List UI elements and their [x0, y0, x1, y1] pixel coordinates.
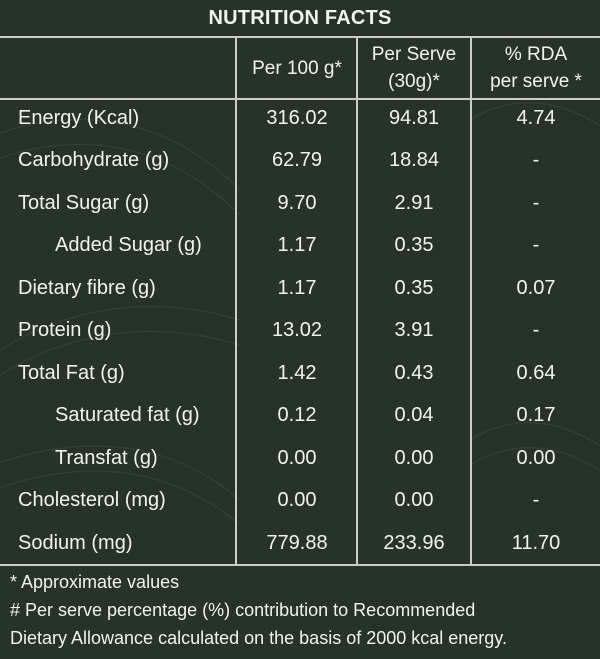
- value-rda: -: [532, 318, 540, 341]
- header-rda-line1: % RDA: [504, 44, 568, 65]
- value-per-serve: 0.04: [394, 403, 434, 426]
- column-divider: [356, 36, 358, 566]
- header-per-serve-line2: (30g)*: [388, 71, 440, 92]
- nutrient-row: Transfat (g) 0.00 0.00 0.00: [0, 437, 600, 479]
- nutrient-row: Added Sugar (g) 1.17 0.35 -: [0, 224, 600, 266]
- value-rda: -: [532, 148, 540, 171]
- footnote-rda-line2: Dietary Allowance calculated on the basi…: [10, 628, 507, 648]
- panel-title: NUTRITION FACTS: [0, 0, 600, 38]
- nutrient-name: Protein (g): [18, 318, 112, 341]
- header-rda-line2: per serve *: [490, 71, 582, 92]
- value-rda: 0.07: [516, 276, 556, 299]
- value-per-serve: 0.00: [394, 446, 434, 469]
- footnotes: * Approximate values # Per serve percent…: [10, 568, 595, 652]
- header-per-100g: Per 100 g*: [238, 38, 356, 98]
- value-rda: 0.00: [516, 446, 556, 469]
- nutrient-row: Sodium (mg) 779.88 233.96 11.70: [0, 522, 600, 564]
- value-per-serve: 18.84: [388, 148, 440, 171]
- value-per-100g: 9.70: [277, 191, 317, 214]
- footnote-approximate: * Approximate values: [10, 572, 180, 592]
- nutrient-name: Total Fat (g): [18, 361, 125, 384]
- nutrient-row: Dietary fibre (g) 1.17 0.35 0.07: [0, 267, 600, 309]
- value-per-100g: 0.12: [277, 403, 317, 426]
- nutrient-row: Carbohydrate (g) 62.79 18.84 -: [0, 139, 600, 181]
- value-per-100g: 62.79: [271, 148, 323, 171]
- nutrient-name: Cholesterol (mg): [18, 488, 166, 511]
- value-per-100g: 1.17: [277, 233, 317, 256]
- value-rda: 0.64: [516, 361, 556, 384]
- value-per-serve: 3.91: [394, 318, 434, 341]
- nutrient-name: Dietary fibre (g): [18, 276, 156, 299]
- nutrient-row: Saturated fat (g) 0.12 0.04 0.17: [0, 394, 600, 436]
- value-rda: -: [532, 488, 540, 511]
- nutrient-name: Energy (Kcal): [18, 106, 140, 129]
- value-rda: 4.74: [516, 106, 556, 129]
- value-per-serve: 0.43: [394, 361, 434, 384]
- nutrient-name: Added Sugar (g): [55, 233, 202, 256]
- nutrient-name: Carbohydrate (g): [18, 148, 170, 171]
- value-per-serve: 0.00: [394, 488, 434, 511]
- header-per-serve-line1: Per Serve: [371, 44, 457, 65]
- value-per-100g: 0.00: [277, 446, 317, 469]
- nutrient-name: Sodium (mg): [18, 531, 133, 554]
- header-rda: % RDA per serve *: [472, 38, 600, 98]
- nutrient-name: Total Sugar (g): [18, 191, 150, 214]
- header-per-serve: Per Serve (30g)*: [358, 38, 470, 98]
- value-per-serve: 0.35: [394, 276, 434, 299]
- column-divider: [235, 36, 237, 566]
- value-per-100g: 13.02: [271, 318, 323, 341]
- table-bottom-rule: [0, 564, 600, 566]
- header-divider: [0, 98, 600, 100]
- nutrient-name: Transfat (g): [55, 446, 158, 469]
- value-per-serve: 94.81: [388, 106, 440, 129]
- column-divider: [470, 36, 472, 566]
- nutrient-row: Total Fat (g) 1.42 0.43 0.64: [0, 352, 600, 394]
- value-rda: -: [532, 191, 540, 214]
- value-per-serve: 0.35: [394, 233, 434, 256]
- value-rda: 11.70: [511, 531, 561, 554]
- value-rda: -: [532, 233, 540, 256]
- nutrient-name: Saturated fat (g): [55, 403, 200, 426]
- value-rda: 0.17: [516, 403, 556, 426]
- value-per-100g: 1.17: [277, 276, 317, 299]
- value-per-100g: 0.00: [277, 488, 317, 511]
- nutrient-row: Protein (g) 13.02 3.91 -: [0, 309, 600, 351]
- value-per-100g: 779.88: [266, 531, 328, 554]
- footnote-rda-line1: # Per serve percentage (%) contribution …: [10, 600, 476, 620]
- nutrient-row: Total Sugar (g) 9.70 2.91 -: [0, 182, 600, 224]
- value-per-100g: 316.02: [266, 106, 328, 129]
- value-per-serve: 233.96: [383, 531, 445, 554]
- header-per-100g-line1: Per 100 g*: [252, 57, 342, 79]
- nutrient-row: Cholesterol (mg) 0.00 0.00 -: [0, 479, 600, 521]
- value-per-100g: 1.42: [277, 361, 317, 384]
- nutrient-row: Energy (Kcal) 316.02 94.81 4.74: [0, 97, 600, 139]
- value-per-serve: 2.91: [394, 191, 434, 214]
